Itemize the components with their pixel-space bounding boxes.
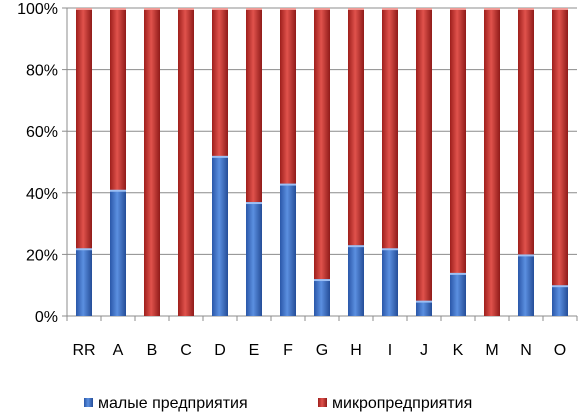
bar-top-highlight <box>314 8 330 10</box>
bar-J-series-1 <box>416 300 432 316</box>
legend-swatch-2 <box>318 398 327 407</box>
bar-top-highlight <box>280 183 296 186</box>
bar-top-highlight <box>348 8 364 10</box>
bar-E-series-1 <box>246 202 262 316</box>
bar-top-highlight <box>450 272 466 275</box>
bar-D-series-2 <box>212 8 228 156</box>
bar-top-highlight <box>552 8 568 10</box>
bar-top-highlight <box>212 8 228 10</box>
bar-G-series-1 <box>314 279 330 316</box>
x-tick-label: RR <box>72 342 95 359</box>
bar-top-highlight <box>246 8 262 10</box>
bar-top-highlight <box>246 202 262 205</box>
bar-H-series-1 <box>348 245 364 316</box>
x-tick-label: O <box>554 342 566 359</box>
bar-O-series-1 <box>552 285 568 316</box>
x-tick-label: D <box>214 342 226 359</box>
bar-K-series-2 <box>450 8 466 273</box>
bar-top-highlight <box>76 8 92 10</box>
bar-top-highlight <box>110 8 126 10</box>
bar-K-series-1 <box>450 272 466 316</box>
legend-label-2: микропредприятия <box>332 395 472 412</box>
bar-D-series-1 <box>212 155 228 316</box>
bar-top-highlight <box>382 8 398 10</box>
y-tick-label: 100% <box>17 1 58 18</box>
y-axis-tick-labels: 0% 20% 40% 60% 80% 100% <box>17 1 58 326</box>
bar-E-series-2 <box>246 8 262 203</box>
bar-top-highlight <box>314 279 330 282</box>
bar-top-highlight <box>518 254 534 257</box>
bar-top-highlight <box>450 8 466 10</box>
bar-top-highlight <box>110 189 126 192</box>
bar-top-highlight <box>552 285 568 288</box>
x-tick-label: G <box>316 342 328 359</box>
x-tick-label: I <box>388 342 392 359</box>
y-tick-label: 60% <box>26 124 58 141</box>
x-tick-label: J <box>420 342 428 359</box>
bar-N-series-1 <box>518 254 534 316</box>
x-tick-label: F <box>283 342 293 359</box>
bar-top-highlight <box>416 8 432 10</box>
legend-label-1: малые предприятия <box>98 395 248 412</box>
x-tick-label: C <box>180 342 192 359</box>
bar-top-highlight <box>382 248 398 251</box>
bar-RR-series-2 <box>76 8 92 249</box>
x-tick-label: B <box>147 342 158 359</box>
x-tick-label: K <box>453 342 464 359</box>
bar-C-series-2 <box>178 8 194 316</box>
bar-top-highlight <box>144 8 160 10</box>
x-tick-label: H <box>350 342 362 359</box>
bars <box>76 8 568 316</box>
y-tick-label: 40% <box>26 186 58 203</box>
y-tick-label: 20% <box>26 247 58 264</box>
bar-F-series-1 <box>280 183 296 316</box>
bar-top-highlight <box>416 300 432 303</box>
bar-I-series-1 <box>382 248 398 316</box>
bar-A-series-1 <box>110 189 126 316</box>
bar-top-highlight <box>76 248 92 251</box>
bar-I-series-2 <box>382 8 398 249</box>
bar-G-series-2 <box>314 8 330 280</box>
y-tick-label: 0% <box>35 309 58 326</box>
bar-J-series-2 <box>416 8 432 301</box>
bar-M-series-2 <box>484 8 500 316</box>
y-tick-label: 80% <box>26 63 58 80</box>
bar-O-series-2 <box>552 8 568 286</box>
bar-RR-series-1 <box>76 248 92 316</box>
x-tick-label: A <box>113 342 124 359</box>
legend: малые предприятия микропредприятия <box>84 395 472 412</box>
bar-B-series-2 <box>144 8 160 316</box>
x-tick-label: N <box>520 342 532 359</box>
bar-top-highlight <box>484 8 500 10</box>
bar-F-series-2 <box>280 8 296 184</box>
bar-top-highlight <box>280 8 296 10</box>
legend-swatch-1 <box>84 398 93 407</box>
bar-top-highlight <box>518 8 534 10</box>
x-tick-label: M <box>485 342 498 359</box>
bar-A-series-2 <box>110 8 126 190</box>
bar-N-series-2 <box>518 8 534 255</box>
bar-H-series-2 <box>348 8 364 246</box>
x-axis-tick-labels: RR A B C D E F G H I J K M N O <box>72 342 566 359</box>
bar-top-highlight <box>212 155 228 158</box>
bar-top-highlight <box>348 245 364 248</box>
x-tick-label: E <box>249 342 260 359</box>
bar-top-highlight <box>178 8 194 10</box>
